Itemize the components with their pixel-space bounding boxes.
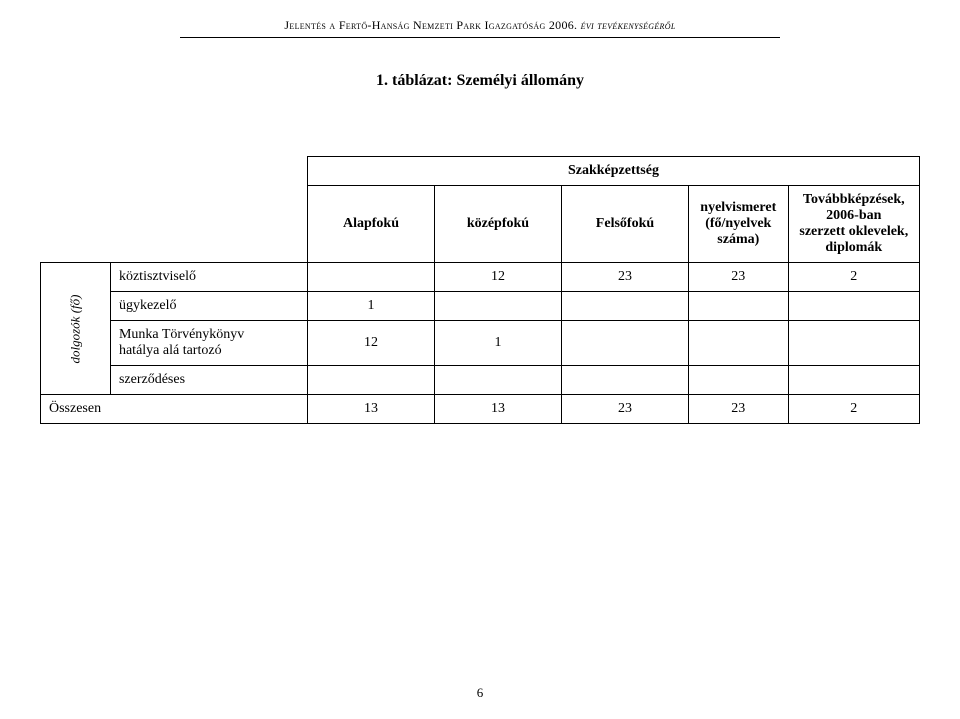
col-nyelv-l1: nyelvismeret — [697, 200, 780, 216]
cell-nyelv — [688, 366, 788, 395]
cell-kozep: 1 — [434, 321, 561, 366]
cell-kozep — [434, 366, 561, 395]
table-row: dolgozók (fő) köztisztviselő 12 23 23 2 — [41, 263, 920, 292]
col-alap: Alapfokú — [307, 186, 434, 263]
page-number: 6 — [0, 685, 960, 701]
cell-felso — [561, 321, 688, 366]
blank-corner — [41, 157, 308, 263]
row-label: Munka Törvénykönyv hatálya alá tartozó — [110, 321, 307, 366]
col-nyelv: nyelvismeret (fő/nyelvek száma) — [688, 186, 788, 263]
cell-tovabb — [788, 321, 919, 366]
rotated-label: dolgozók (fő) — [61, 294, 89, 363]
cell-felso — [561, 366, 688, 395]
total-felso: 23 — [561, 395, 688, 424]
page: Jelentés a Fertő-Hanság Nemzeti Park Iga… — [0, 0, 960, 719]
total-label: Összesen — [41, 395, 308, 424]
cell-kozep: 12 — [434, 263, 561, 292]
personnel-table: Szakképzettség Alapfokú középfokú Felsőf… — [40, 156, 920, 424]
cell-alap — [307, 366, 434, 395]
cell-alap: 12 — [307, 321, 434, 366]
table-caption: 1. táblázat: Személyi állomány — [0, 72, 960, 90]
cell-nyelv — [688, 321, 788, 366]
row-label: szerződéses — [110, 366, 307, 395]
col-kozep: középfokú — [434, 186, 561, 263]
group-header: Szakképzettség — [307, 157, 919, 186]
total-nyelv: 23 — [688, 395, 788, 424]
total-alap: 13 — [307, 395, 434, 424]
cell-tovabb: 2 — [788, 263, 919, 292]
header-left: Jelentés a Fertő-Hanság Nemzeti Park Iga… — [284, 18, 577, 32]
row-label-l1: Munka Törvénykönyv — [119, 327, 299, 343]
cell-tovabb — [788, 366, 919, 395]
cell-felso — [561, 292, 688, 321]
header-right: évi tevékenységéről — [581, 18, 676, 32]
cell-alap — [307, 263, 434, 292]
cell-nyelv: 23 — [688, 263, 788, 292]
row-label: ügykezelő — [110, 292, 307, 321]
table-row: Munka Törvénykönyv hatálya alá tartozó 1… — [41, 321, 920, 366]
col-tovabb: Továbbképzések, 2006-ban szerzett okleve… — [788, 186, 919, 263]
col-felso: Felsőfokú — [561, 186, 688, 263]
row-label: köztisztviselő — [110, 263, 307, 292]
col-tovabb-l1: Továbbképzések, 2006-ban — [797, 192, 911, 224]
table-row: ügykezelő 1 — [41, 292, 920, 321]
row-label-l2: hatálya alá tartozó — [119, 343, 299, 359]
col-tovabb-l2: szerzett oklevelek, diplomák — [797, 224, 911, 256]
cell-kozep — [434, 292, 561, 321]
rotated-label-cell: dolgozók (fő) — [41, 263, 111, 395]
table-row: szerződéses — [41, 366, 920, 395]
total-kozep: 13 — [434, 395, 561, 424]
total-tovabb: 2 — [788, 395, 919, 424]
total-row: Összesen 13 13 23 23 2 — [41, 395, 920, 424]
cell-felso: 23 — [561, 263, 688, 292]
header-rule — [180, 37, 780, 38]
cell-alap: 1 — [307, 292, 434, 321]
table-container: Szakképzettség Alapfokú középfokú Felsőf… — [40, 156, 920, 424]
running-header: Jelentés a Fertő-Hanság Nemzeti Park Iga… — [0, 0, 960, 33]
cell-nyelv — [688, 292, 788, 321]
col-nyelv-l2: (fő/nyelvek száma) — [697, 216, 780, 248]
cell-tovabb — [788, 292, 919, 321]
